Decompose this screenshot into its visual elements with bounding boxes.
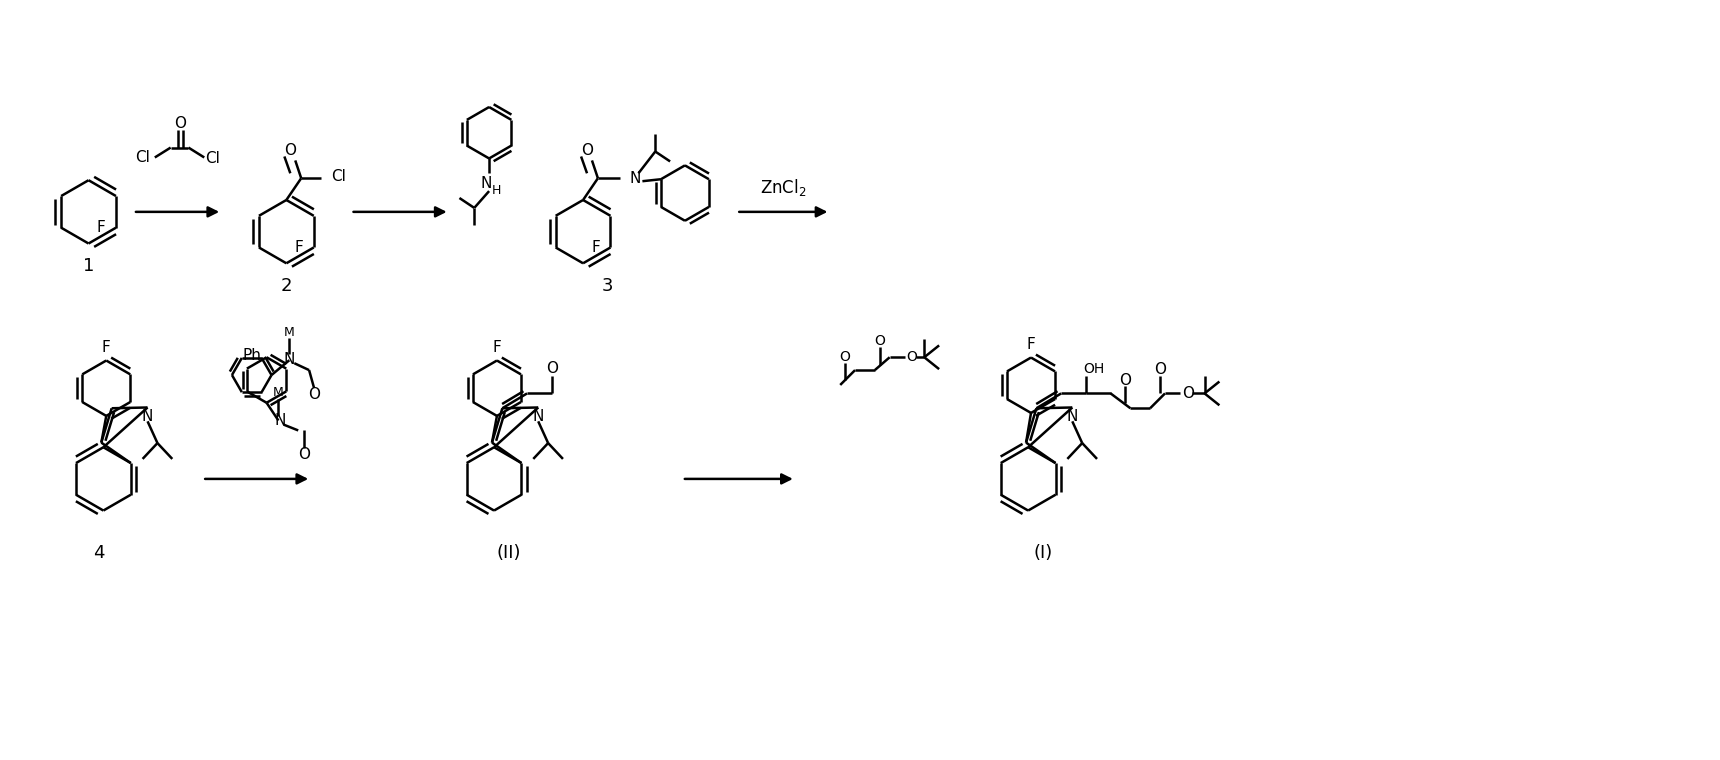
Text: N: N — [630, 171, 642, 185]
Text: F: F — [1027, 337, 1035, 352]
Text: O: O — [874, 334, 886, 348]
Text: 1: 1 — [83, 258, 95, 275]
Text: Cl: Cl — [332, 169, 346, 184]
Text: O: O — [284, 143, 296, 158]
Text: ZnCl$_2$: ZnCl$_2$ — [760, 176, 807, 198]
Text: 3: 3 — [602, 277, 614, 295]
Text: H: H — [492, 184, 501, 197]
Text: (II): (II) — [497, 544, 521, 562]
Text: N: N — [533, 409, 544, 424]
Text: F: F — [96, 220, 105, 235]
Text: O: O — [174, 116, 186, 131]
Text: F: F — [294, 240, 303, 255]
Text: O: O — [1120, 373, 1132, 388]
Text: O: O — [1182, 386, 1194, 401]
Text: F: F — [492, 340, 501, 355]
Text: N: N — [275, 413, 286, 428]
Text: O: O — [906, 350, 917, 364]
Text: 4: 4 — [93, 544, 105, 562]
Text: O: O — [1154, 363, 1166, 377]
Text: O: O — [839, 350, 851, 364]
Text: M: M — [273, 386, 284, 399]
Text: Cl: Cl — [205, 151, 220, 166]
Text: N: N — [284, 352, 296, 367]
Text: F: F — [592, 240, 600, 255]
Text: O: O — [298, 447, 310, 461]
Text: OH: OH — [1084, 362, 1104, 375]
Text: O: O — [581, 143, 593, 158]
Text: 2: 2 — [280, 277, 292, 295]
Text: N: N — [480, 176, 492, 191]
Text: N: N — [1066, 409, 1078, 424]
Text: (I): (I) — [1034, 544, 1053, 562]
Text: N: N — [141, 409, 153, 424]
Text: F: F — [101, 340, 110, 355]
Text: O: O — [545, 361, 557, 376]
Text: Ph: Ph — [243, 348, 261, 363]
Text: M: M — [284, 326, 294, 339]
Text: O: O — [308, 388, 320, 402]
Text: Cl: Cl — [136, 150, 150, 165]
